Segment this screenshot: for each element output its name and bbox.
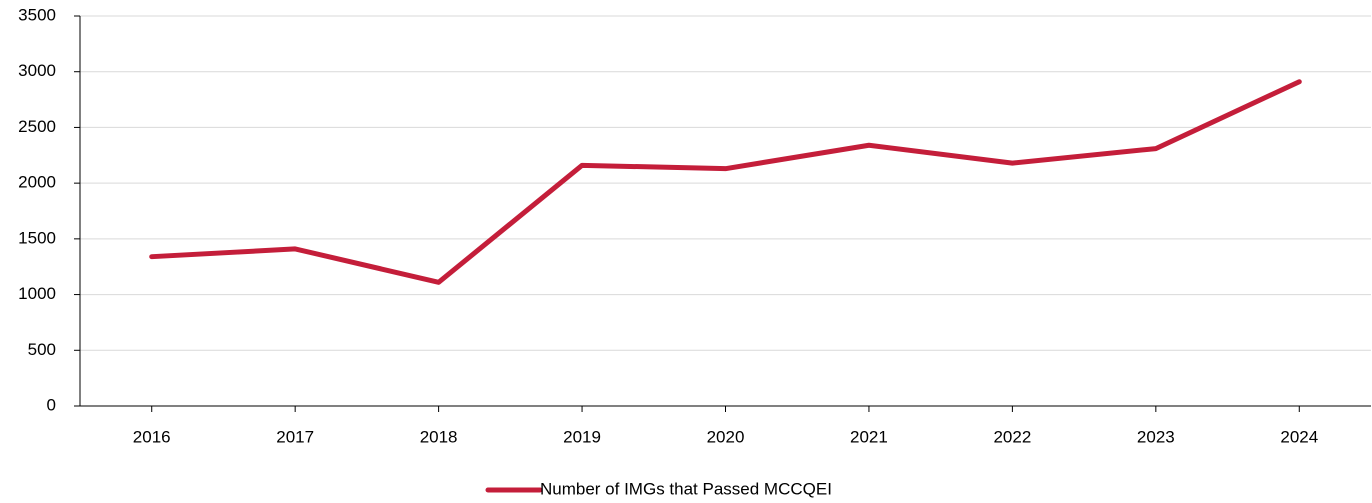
y-tick-label: 3000: [18, 61, 56, 80]
y-tick-label: 3500: [18, 5, 56, 24]
x-tick-label: 2023: [1137, 427, 1175, 446]
x-tick-label: 2024: [1280, 427, 1318, 446]
x-tick-label: 2017: [276, 427, 314, 446]
y-tick-label: 2000: [18, 173, 56, 192]
y-tick-label: 1500: [18, 228, 56, 247]
legend-label: Number of IMGs that Passed MCCQEI: [540, 479, 832, 498]
x-tick-label: 2021: [850, 427, 888, 446]
x-tick-label: 2016: [133, 427, 171, 446]
y-tick-label: 2500: [18, 117, 56, 136]
data-line: [149, 79, 1302, 285]
x-tick-label: 2019: [563, 427, 601, 446]
x-tick-label: 2020: [707, 427, 745, 446]
y-tick-label: 500: [28, 340, 56, 359]
x-tick-label: 2022: [993, 427, 1031, 446]
x-tick-label: 2018: [420, 427, 458, 446]
y-tick-label: 1000: [18, 284, 56, 303]
y-tick-label: 0: [47, 395, 56, 414]
